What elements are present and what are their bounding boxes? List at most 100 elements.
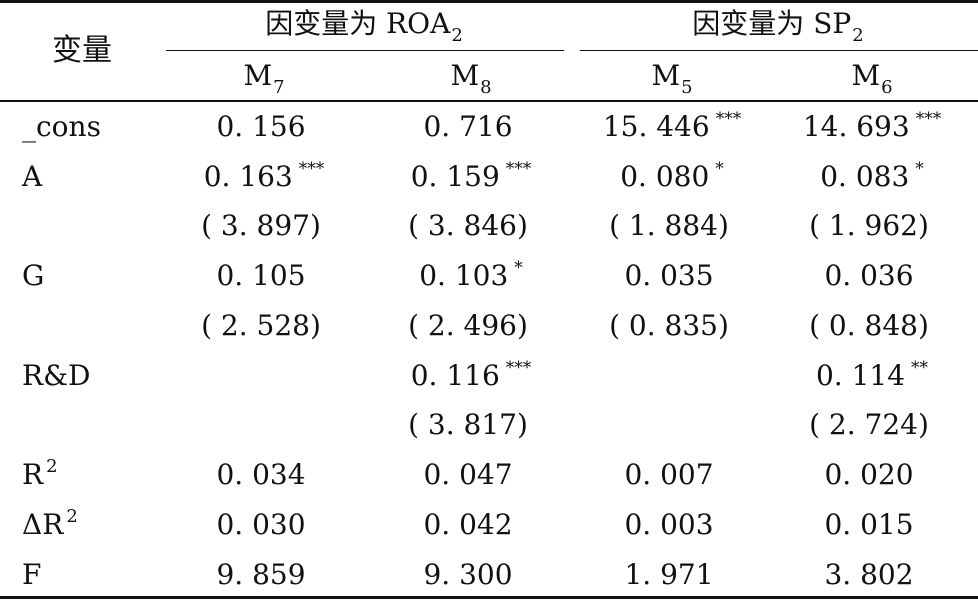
row-label-text: F (22, 558, 42, 591)
significance-stars: * (514, 258, 523, 278)
group2-header-text: 因变量为 SP (692, 7, 852, 40)
model-header-base: M (851, 59, 881, 92)
table-cell: ( 2. 724) (809, 411, 935, 439)
significance-stars: *** (715, 109, 742, 129)
row-label-superscript: 2 (46, 456, 58, 477)
cell-value: 9. 300 (423, 558, 513, 591)
group1-header: 因变量为 ROA2 (265, 10, 463, 45)
table-cell: 0. 036 (824, 262, 919, 290)
significance-stars: *** (915, 109, 942, 129)
cell-value: ( 2. 724) (809, 408, 929, 441)
cell-value: ( 0. 835) (609, 309, 729, 342)
model-header: M5 (651, 59, 692, 97)
table-cell: ( 0. 848) (809, 312, 935, 340)
model-header-subscript: 8 (480, 77, 492, 98)
row-label (22, 411, 25, 439)
cell-value: ( 2. 496) (408, 309, 528, 342)
cell-value: ( 1. 962) (809, 209, 929, 242)
cell-value: 0. 007 (624, 458, 714, 491)
row-label: ΔR 2 (22, 508, 78, 539)
table-cell: 0. 020 (824, 461, 919, 489)
table-cell: 0. 103 * (419, 259, 523, 292)
cell-value: 0. 003 (624, 508, 714, 541)
cell-value: ( 2. 528) (201, 309, 321, 342)
table-cell: 3. 802 (824, 561, 919, 589)
row-label (22, 212, 25, 240)
table-cell: ( 3. 897) (201, 212, 327, 240)
table-cell: ( 1. 962) (809, 212, 935, 240)
significance-stars: *** (505, 159, 532, 179)
table-cell: ( 3. 846) (408, 212, 534, 240)
cell-value: ( 3. 897) (201, 209, 321, 242)
group2-underline (580, 50, 978, 51)
cell-value: 0. 105 (216, 259, 306, 292)
table-cell: 0. 035 (624, 262, 719, 290)
row-label: _cons (22, 113, 104, 141)
cell-value: ( 0. 848) (809, 309, 929, 342)
row-label: A (22, 163, 45, 191)
cell-value: 0. 036 (824, 259, 914, 292)
significance-stars: * (915, 159, 924, 179)
table-cell: 9. 300 (423, 561, 518, 589)
table-cell: 0. 003 (624, 511, 719, 539)
table-cell: 0. 716 (423, 113, 518, 141)
cell-value: 0. 020 (824, 458, 914, 491)
table-cell: 0. 083 * (820, 161, 924, 191)
cell-value: 0. 080 (620, 160, 710, 193)
row-label: G (22, 262, 47, 290)
group2-header: 因变量为 SP2 (692, 7, 863, 45)
cell-value: 0. 163 (203, 160, 293, 193)
table-bottom-rule (0, 596, 978, 599)
table-cell: 0. 116 *** (410, 359, 532, 392)
table-cell: ( 2. 496) (408, 312, 534, 340)
cell-value: 0. 047 (423, 458, 513, 491)
cell-value: 0. 116 (410, 359, 500, 392)
table-cell: 0. 007 (624, 461, 719, 489)
row-label-text: R (22, 458, 44, 491)
table-cell: ( 0. 835) (609, 312, 735, 340)
cell-value: 14. 693 (802, 110, 910, 143)
row-label-text: A (22, 160, 43, 193)
cell-value: 0. 103 (419, 259, 509, 292)
table-cell (261, 362, 267, 390)
model-header-subscript: 6 (881, 77, 893, 98)
cell-value: 0. 716 (423, 110, 513, 143)
header-bottom-rule (0, 100, 978, 102)
table-cell: 14. 693 *** (802, 110, 941, 143)
table-cell (669, 411, 675, 439)
cell-value: 0. 030 (216, 508, 306, 541)
model-header-subscript: 7 (273, 77, 285, 98)
variable-column-header: 变量 (52, 33, 112, 68)
table-cell: 15. 446 *** (602, 110, 741, 143)
table-cell: 0. 042 (423, 511, 518, 539)
table-cell: ( 3. 817) (408, 411, 534, 439)
cell-value: 0. 015 (824, 508, 914, 541)
cell-value: 9. 859 (216, 558, 306, 591)
cell-value: 0. 034 (216, 458, 306, 491)
row-label-text: R&D (22, 359, 91, 392)
table-cell: 0. 159 *** (410, 160, 532, 193)
model-header-base: M (450, 59, 480, 92)
cell-value: ( 3. 817) (408, 408, 528, 441)
row-label: F (22, 561, 44, 589)
cell-value: 0. 159 (410, 160, 500, 193)
cell-value: 1. 971 (624, 558, 714, 591)
model-header-subscript: 5 (681, 77, 693, 98)
significance-stars: *** (298, 159, 325, 179)
table-cell: 0. 163 *** (203, 160, 325, 193)
row-label: R&D (22, 362, 93, 390)
row-label-superscript: 2 (66, 506, 78, 527)
model-header-base: M (651, 59, 681, 92)
significance-stars: * (715, 159, 724, 179)
table-top-rule (0, 0, 978, 3)
table-cell: 0. 030 (216, 511, 311, 539)
cell-value: 0. 042 (423, 508, 513, 541)
significance-stars: ** (911, 358, 929, 378)
table-cell (261, 411, 267, 439)
model-header: M8 (450, 59, 491, 97)
group1-underline (166, 50, 564, 51)
model-header: M7 (243, 62, 284, 97)
cell-value: 15. 446 (602, 110, 710, 143)
cell-value: ( 3. 846) (408, 209, 528, 242)
